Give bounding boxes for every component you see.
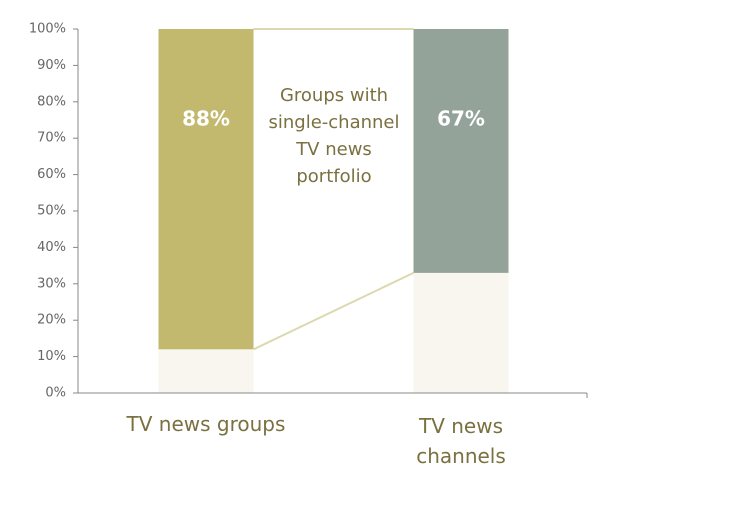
value-label: 88% xyxy=(182,107,230,131)
y-tick-label: 60% xyxy=(37,167,66,182)
connector xyxy=(253,271,414,351)
y-tick-label: 0% xyxy=(45,386,66,401)
y-tick-label: 90% xyxy=(37,58,66,73)
bar-segment xyxy=(158,29,254,350)
value-label: 67% xyxy=(437,107,485,131)
y-tick-label: 10% xyxy=(37,349,66,364)
y-tick-label: 100% xyxy=(29,22,66,37)
y-tick-label: 80% xyxy=(37,94,66,109)
y-tick-label: 20% xyxy=(37,313,66,328)
bar-segment xyxy=(413,29,509,273)
y-tick-label: 40% xyxy=(37,240,66,255)
x-tick-label: TV news channels xyxy=(416,414,506,468)
bar-segment xyxy=(413,272,509,393)
y-tick-label: 70% xyxy=(37,131,66,146)
annotation: Groups with single-channel TV news portf… xyxy=(268,85,400,187)
bar-segment xyxy=(158,349,254,393)
y-tick-label: 30% xyxy=(37,276,66,291)
y-tick-label: 50% xyxy=(37,204,66,219)
x-tick-label: TV news groups xyxy=(126,412,286,436)
